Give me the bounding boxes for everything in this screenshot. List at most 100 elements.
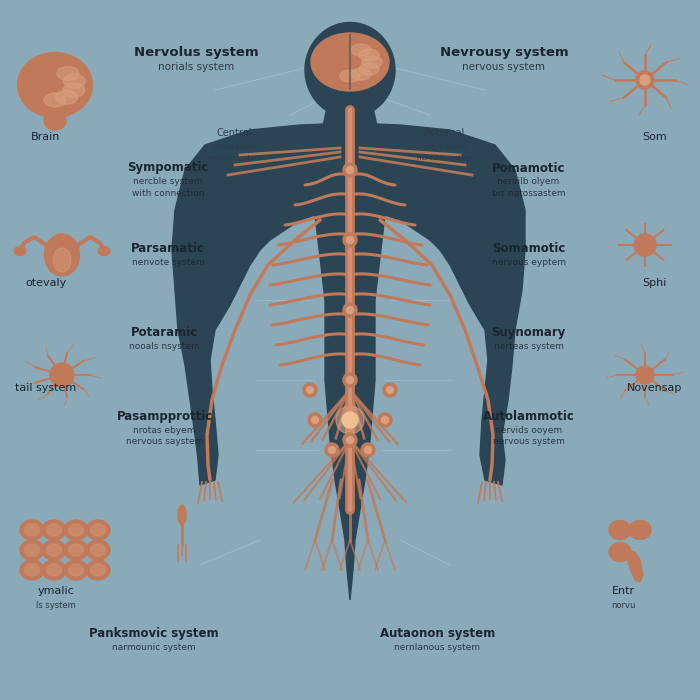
Text: Autolammotic: Autolammotic (482, 410, 575, 423)
Circle shape (343, 373, 357, 387)
Text: otevaly: otevaly (25, 279, 66, 288)
Ellipse shape (63, 74, 85, 88)
Circle shape (640, 75, 650, 85)
Circle shape (378, 413, 392, 427)
Ellipse shape (25, 524, 39, 536)
Text: Parsamatic: Parsamatic (131, 242, 205, 255)
Ellipse shape (46, 544, 62, 556)
Text: nreus ayem: nreus ayem (424, 144, 465, 150)
Polygon shape (322, 108, 378, 130)
Text: Pomamotic: Pomamotic (491, 162, 566, 174)
Text: nervids ooyem: nervids ooyem (495, 426, 562, 435)
Text: nervilb olyem: nervilb olyem (498, 178, 559, 186)
Ellipse shape (359, 49, 379, 61)
Ellipse shape (55, 90, 78, 104)
Text: Som: Som (642, 132, 667, 141)
Circle shape (328, 447, 335, 454)
Circle shape (365, 447, 372, 454)
Ellipse shape (609, 542, 631, 561)
Ellipse shape (20, 540, 44, 560)
Ellipse shape (44, 112, 66, 130)
Ellipse shape (609, 521, 631, 540)
Circle shape (308, 413, 322, 427)
Text: Potaramic: Potaramic (131, 326, 198, 339)
Ellipse shape (18, 52, 92, 118)
Circle shape (383, 383, 397, 397)
Polygon shape (172, 123, 525, 600)
Ellipse shape (351, 44, 371, 56)
Circle shape (346, 237, 354, 244)
Text: Autaonon system: Autaonon system (380, 627, 495, 640)
Ellipse shape (45, 234, 80, 276)
Ellipse shape (69, 564, 83, 576)
Circle shape (343, 163, 357, 177)
Ellipse shape (178, 505, 186, 525)
Circle shape (636, 366, 654, 384)
Ellipse shape (20, 560, 44, 580)
Text: Brain: Brain (31, 132, 60, 141)
Ellipse shape (63, 83, 85, 97)
Circle shape (307, 386, 314, 393)
Text: Suynomary: Suynomary (491, 326, 566, 339)
Circle shape (361, 443, 375, 457)
Text: nervous system: nervous system (493, 437, 564, 446)
Ellipse shape (351, 68, 371, 80)
Ellipse shape (359, 63, 379, 75)
Ellipse shape (305, 22, 395, 118)
Ellipse shape (69, 524, 83, 536)
Ellipse shape (44, 93, 66, 107)
Text: Entr: Entr (611, 587, 635, 596)
Ellipse shape (90, 564, 106, 576)
Circle shape (636, 71, 654, 89)
Text: Sympomatic: Sympomatic (127, 162, 209, 174)
Ellipse shape (629, 521, 651, 540)
Circle shape (343, 233, 357, 247)
Text: Nevrousy system: Nevrousy system (440, 46, 568, 59)
Text: with connection: with connection (132, 188, 204, 197)
Text: nenvote system: nenvote system (132, 258, 204, 267)
Text: nervous system: nervous system (416, 155, 473, 161)
Ellipse shape (69, 544, 83, 556)
Circle shape (312, 416, 318, 424)
Text: norials system: norials system (158, 62, 234, 71)
Ellipse shape (46, 524, 62, 536)
Ellipse shape (46, 564, 62, 576)
Ellipse shape (20, 520, 44, 540)
Ellipse shape (90, 544, 106, 556)
Circle shape (342, 412, 358, 428)
Text: Poternal: Poternal (424, 128, 465, 138)
Ellipse shape (53, 248, 71, 272)
Text: bis natossastem: bis natossastem (491, 188, 566, 197)
Circle shape (382, 416, 388, 424)
Circle shape (346, 307, 354, 314)
Text: nertous system: nertous system (207, 155, 262, 161)
Text: nernlanous system: nernlanous system (395, 643, 480, 652)
Ellipse shape (42, 560, 66, 580)
Circle shape (343, 303, 357, 317)
Ellipse shape (64, 560, 88, 580)
Text: nerteas system: nerteas system (494, 342, 564, 351)
Ellipse shape (311, 33, 389, 91)
Ellipse shape (86, 540, 110, 560)
Text: nervous eyptem: nervous eyptem (491, 258, 566, 267)
Circle shape (346, 437, 354, 444)
Text: ymalic: ymalic (38, 587, 74, 596)
Circle shape (336, 406, 364, 434)
Ellipse shape (14, 246, 26, 256)
Text: narmounic system: narmounic system (112, 643, 196, 652)
Text: ls system: ls system (36, 601, 76, 610)
Ellipse shape (90, 524, 106, 536)
Text: norvu: norvu (611, 601, 635, 610)
Text: Sphi: Sphi (643, 279, 666, 288)
Text: Central: Central (217, 128, 252, 138)
Text: nervous system: nervous system (463, 62, 545, 71)
Circle shape (50, 363, 74, 387)
Ellipse shape (340, 70, 360, 82)
Ellipse shape (42, 540, 66, 560)
Circle shape (386, 386, 393, 393)
Circle shape (634, 234, 656, 256)
Circle shape (346, 167, 354, 174)
Text: nercble system: nercble system (133, 178, 203, 186)
Text: Somamotic: Somamotic (492, 242, 565, 255)
Circle shape (343, 433, 357, 447)
